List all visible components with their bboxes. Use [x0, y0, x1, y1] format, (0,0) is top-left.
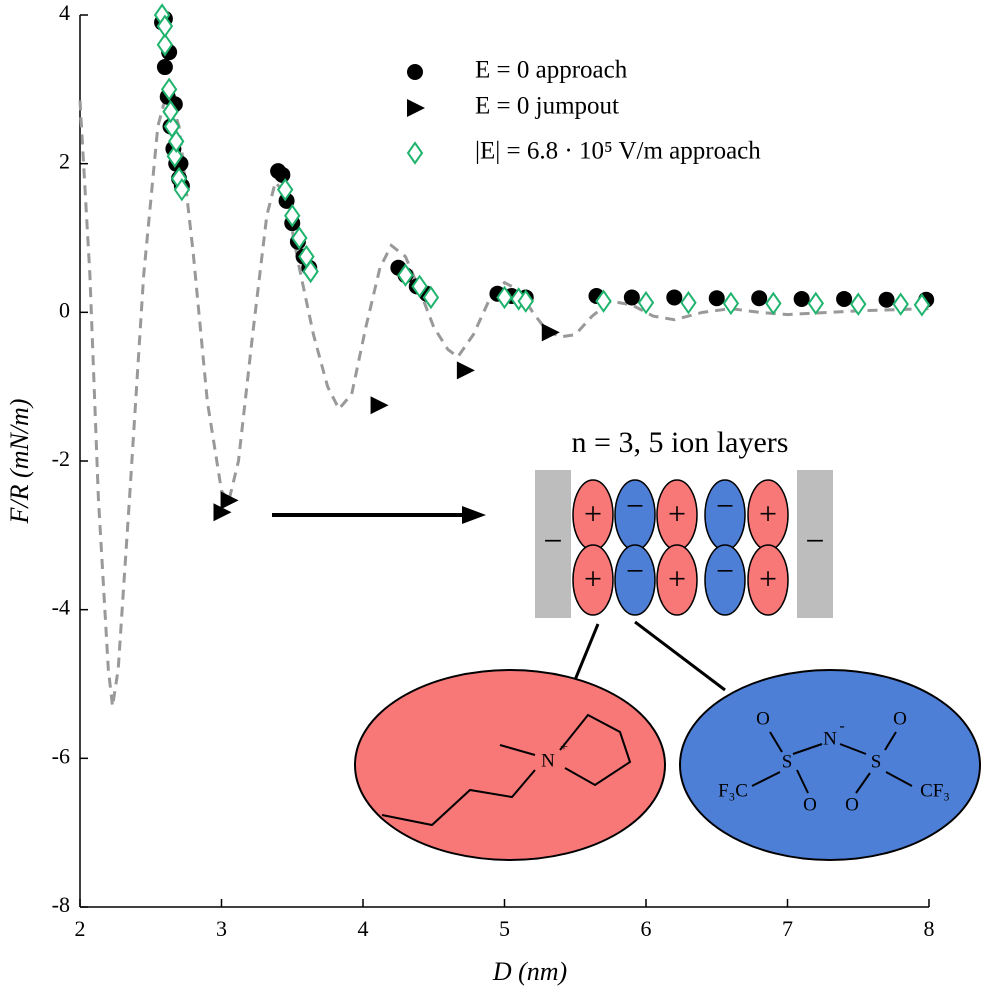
- ion-sign: −: [626, 552, 644, 588]
- marker: [807, 291, 825, 316]
- marker: [623, 289, 640, 306]
- fit-curve: [78, 83, 930, 707]
- ion-sign: +: [584, 560, 602, 596]
- marker: [517, 289, 534, 313]
- y-axis-label: F/R (mN/m): [5, 399, 34, 525]
- anion: [704, 544, 746, 616]
- x-tick-label: 2: [75, 916, 86, 941]
- y-tick-label: -6: [52, 743, 70, 768]
- legend-marker: [407, 64, 423, 80]
- y-tick-label: 0: [59, 297, 70, 322]
- annotation: n = 3, 5 ion layers: [572, 426, 789, 459]
- marker: [666, 289, 683, 306]
- marker: [167, 129, 185, 154]
- marker: [156, 59, 173, 76]
- marker: [913, 293, 931, 317]
- marker: [397, 263, 414, 287]
- marker: [637, 290, 655, 315]
- x-tick-label: 4: [358, 916, 369, 941]
- x-axis-label: D (nm): [492, 957, 567, 986]
- marker: [793, 290, 810, 307]
- legend-marker: [407, 99, 425, 117]
- marker: [213, 503, 232, 522]
- ion-sign: −: [716, 552, 734, 588]
- marker: [708, 290, 725, 307]
- ion-sign: +: [668, 560, 686, 596]
- legend-label: E = 0 approach: [475, 57, 628, 84]
- marker: [284, 203, 301, 228]
- atom-label: S: [871, 751, 882, 772]
- marker: [411, 274, 428, 299]
- atom-label: O: [845, 794, 859, 815]
- marker: [422, 285, 440, 310]
- cation: [656, 544, 698, 616]
- marker: [302, 259, 319, 284]
- marker: [220, 491, 239, 510]
- marker: [456, 361, 475, 380]
- marker: [680, 290, 697, 315]
- x-tick-label: 3: [216, 916, 227, 941]
- x-tick-label: 5: [499, 916, 510, 941]
- marker: [276, 177, 294, 202]
- marker: [291, 226, 308, 250]
- atom-label: F₃C: [718, 780, 748, 801]
- ion-sign: +: [584, 495, 602, 531]
- x-tick-label: 7: [782, 916, 793, 941]
- atom-label: N: [823, 728, 837, 749]
- x-tick-label: 8: [924, 916, 935, 941]
- ion-sign: +: [759, 560, 777, 596]
- marker: [173, 177, 191, 202]
- marker: [751, 290, 768, 307]
- marker: [878, 291, 895, 308]
- marker: [722, 291, 740, 316]
- marker: [160, 77, 178, 102]
- legend-label: E = 0 jumpout: [475, 93, 619, 120]
- y-tick-label: -2: [52, 446, 70, 471]
- atom-label: O: [756, 708, 770, 729]
- marker: [836, 290, 853, 307]
- marker: [496, 285, 513, 310]
- atom-label: CF₃: [920, 780, 950, 801]
- y-tick-label: -4: [52, 595, 70, 620]
- marker: [370, 396, 389, 415]
- cation: [572, 544, 614, 616]
- legend-marker: [406, 141, 424, 165]
- ion-sign: +: [668, 495, 686, 531]
- marker: [595, 289, 612, 313]
- marker: [156, 14, 174, 38]
- wall-sign: −: [805, 523, 824, 560]
- atom-label: N: [541, 750, 555, 771]
- y-tick-label: 2: [59, 149, 70, 174]
- marker: [162, 99, 179, 124]
- anion: [614, 544, 656, 616]
- atom-label: S: [782, 751, 793, 772]
- marker: [156, 32, 174, 57]
- marker: [892, 292, 909, 316]
- marker: [850, 292, 867, 316]
- ion-sign: −: [716, 487, 734, 523]
- y-tick-label: 4: [59, 0, 70, 25]
- atom-label: O: [893, 708, 907, 729]
- x-tick-label: 6: [641, 916, 652, 941]
- marker: [765, 291, 782, 316]
- arrow: [272, 506, 486, 524]
- marker: [166, 144, 184, 168]
- marker: [541, 323, 560, 342]
- ion-sign: +: [759, 495, 777, 531]
- charge-label: +: [560, 740, 568, 755]
- y-tick-label: -8: [52, 892, 70, 917]
- cation: [747, 544, 789, 616]
- inset-diagram: − − ++−−++−−++ N + O O N - S S O O F₃C C…: [354, 470, 981, 861]
- atom-label: O: [803, 794, 817, 815]
- legend-label: |E| = 6.8 · 10⁵ V/m approach: [475, 138, 761, 165]
- wall-sign: −: [543, 523, 562, 560]
- charge-label: -: [839, 718, 844, 735]
- marker: [274, 166, 291, 183]
- ion-sign: −: [626, 487, 644, 523]
